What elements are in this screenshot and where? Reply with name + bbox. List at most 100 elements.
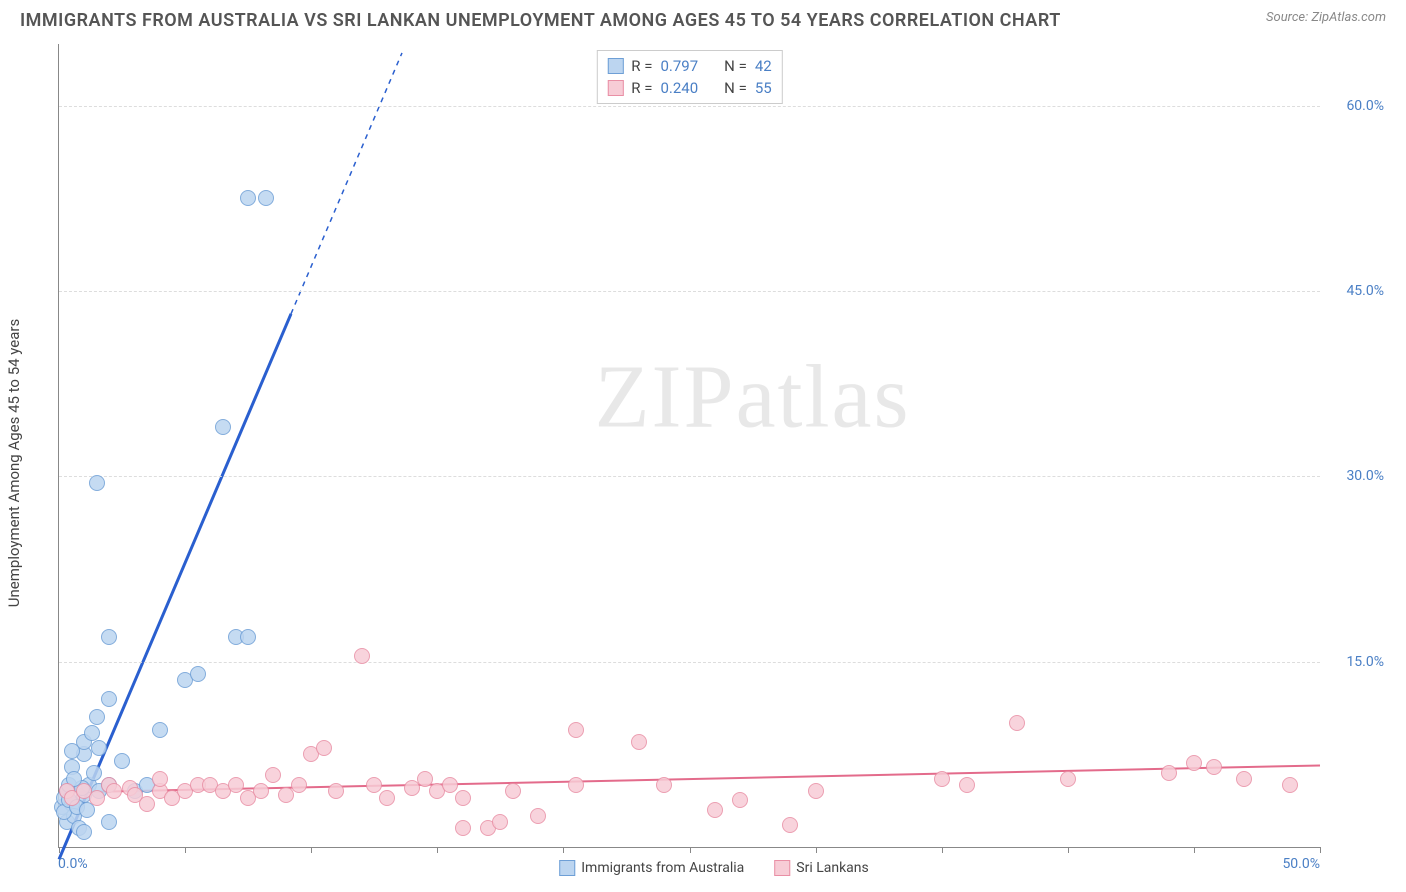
x-tick bbox=[185, 847, 186, 853]
y-axis-label: Unemployment Among Ages 45 to 54 years bbox=[5, 319, 23, 607]
x-tick bbox=[1320, 847, 1321, 853]
scatter-point bbox=[89, 475, 105, 491]
scatter-point bbox=[291, 777, 307, 793]
scatter-point bbox=[106, 783, 122, 799]
scatter-point bbox=[215, 419, 231, 435]
scatter-point bbox=[442, 777, 458, 793]
scatter-point bbox=[1206, 759, 1222, 775]
scatter-point bbox=[1282, 777, 1298, 793]
legend-n-value: 55 bbox=[755, 77, 772, 99]
scatter-point bbox=[139, 796, 155, 812]
legend-r-value: 0.240 bbox=[660, 77, 698, 99]
scatter-point bbox=[1161, 765, 1177, 781]
scatter-point bbox=[114, 753, 130, 769]
scatter-point bbox=[808, 783, 824, 799]
scatter-point bbox=[1060, 771, 1076, 787]
legend-row: R =0.240N =55 bbox=[607, 77, 771, 99]
scatter-point bbox=[240, 190, 256, 206]
scatter-point bbox=[1186, 755, 1202, 771]
x-tick bbox=[942, 847, 943, 853]
scatter-point bbox=[76, 824, 92, 840]
scatter-point bbox=[455, 820, 471, 836]
scatter-point bbox=[568, 722, 584, 738]
scatter-point bbox=[265, 767, 281, 783]
x-origin-label: 0.0% bbox=[58, 856, 88, 872]
x-tick bbox=[59, 847, 60, 853]
x-legend-label: Sri Lankans bbox=[796, 860, 869, 876]
scatter-point bbox=[89, 709, 105, 725]
scatter-point bbox=[253, 783, 269, 799]
gridline bbox=[59, 291, 1320, 292]
scatter-point bbox=[959, 777, 975, 793]
scatter-point bbox=[505, 783, 521, 799]
scatter-point bbox=[101, 629, 117, 645]
scatter-point bbox=[707, 802, 723, 818]
x-tick bbox=[563, 847, 564, 853]
source-prefix: Source: bbox=[1266, 10, 1311, 25]
x-tick bbox=[437, 847, 438, 853]
y-tick-label: 30.0% bbox=[1346, 468, 1384, 484]
y-tick-label: 45.0% bbox=[1346, 283, 1384, 299]
scatter-point bbox=[492, 814, 508, 830]
plot-wrapper: Unemployment Among Ages 45 to 54 years Z… bbox=[36, 44, 1392, 882]
scatter-point bbox=[328, 783, 344, 799]
header-bar: IMMIGRANTS FROM AUSTRALIA VS SRI LANKAN … bbox=[0, 0, 1406, 37]
source-attribution: Source: ZipAtlas.com bbox=[1266, 10, 1386, 25]
scatter-point bbox=[152, 722, 168, 738]
scatter-point bbox=[64, 743, 80, 759]
legend-swatch bbox=[607, 58, 623, 74]
x-legend-item: Sri Lankans bbox=[774, 860, 869, 876]
x-tick bbox=[311, 847, 312, 853]
scatter-point bbox=[354, 648, 370, 664]
correlation-legend: R = 0.797 N = 42R = 0.240 N = 55 bbox=[596, 50, 782, 104]
chart-title: IMMIGRANTS FROM AUSTRALIA VS SRI LANKAN … bbox=[20, 10, 1061, 31]
legend-r-value: 0.797 bbox=[660, 55, 698, 77]
scatter-point bbox=[631, 734, 647, 750]
x-legend-item: Immigrants from Australia bbox=[559, 860, 744, 876]
x-legend-label: Immigrants from Australia bbox=[581, 860, 744, 876]
x-max-label: 50.0% bbox=[1282, 856, 1320, 872]
legend-row: R = 0.797 N = 42 bbox=[607, 55, 771, 77]
scatter-point bbox=[934, 771, 950, 787]
scatter-point bbox=[84, 725, 100, 741]
scatter-point bbox=[1236, 771, 1252, 787]
y-tick-label: 60.0% bbox=[1346, 98, 1384, 114]
scatter-point bbox=[228, 777, 244, 793]
scatter-point bbox=[152, 771, 168, 787]
scatter-point bbox=[101, 691, 117, 707]
gridline bbox=[59, 476, 1320, 477]
legend-swatch bbox=[774, 860, 790, 876]
x-tick bbox=[1068, 847, 1069, 853]
legend-swatch bbox=[559, 860, 575, 876]
x-tick bbox=[816, 847, 817, 853]
x-axis-legend: Immigrants from Australia Sri Lankans bbox=[559, 860, 869, 876]
scatter-point bbox=[656, 777, 672, 793]
scatter-point bbox=[455, 790, 471, 806]
scatter-point bbox=[86, 765, 102, 781]
legend-swatch bbox=[607, 80, 623, 96]
scatter-point bbox=[240, 629, 256, 645]
scatter-point bbox=[366, 777, 382, 793]
scatter-point bbox=[417, 771, 433, 787]
trend-lines-layer bbox=[59, 44, 1320, 847]
scatter-point bbox=[316, 740, 332, 756]
gridline bbox=[59, 662, 1320, 663]
x-tick bbox=[690, 847, 691, 853]
scatter-point bbox=[91, 740, 107, 756]
source-name: ZipAtlas.com bbox=[1311, 10, 1386, 25]
legend-r-label: R = bbox=[631, 77, 652, 99]
legend-n-label: N = bbox=[724, 55, 747, 77]
scatter-point bbox=[190, 666, 206, 682]
gridline bbox=[59, 106, 1320, 107]
trend-line bbox=[291, 53, 402, 314]
scatter-point bbox=[530, 808, 546, 824]
trend-line bbox=[59, 765, 1320, 792]
scatter-point bbox=[101, 814, 117, 830]
plot-area: ZIPatlas R =0.797N =42R =0.240N =55 15.0… bbox=[58, 44, 1320, 848]
scatter-point bbox=[258, 190, 274, 206]
x-tick bbox=[1194, 847, 1195, 853]
scatter-point bbox=[732, 792, 748, 808]
legend-n-value: 42 bbox=[755, 55, 772, 77]
legend-r-label: R = bbox=[631, 55, 652, 77]
scatter-point bbox=[568, 777, 584, 793]
